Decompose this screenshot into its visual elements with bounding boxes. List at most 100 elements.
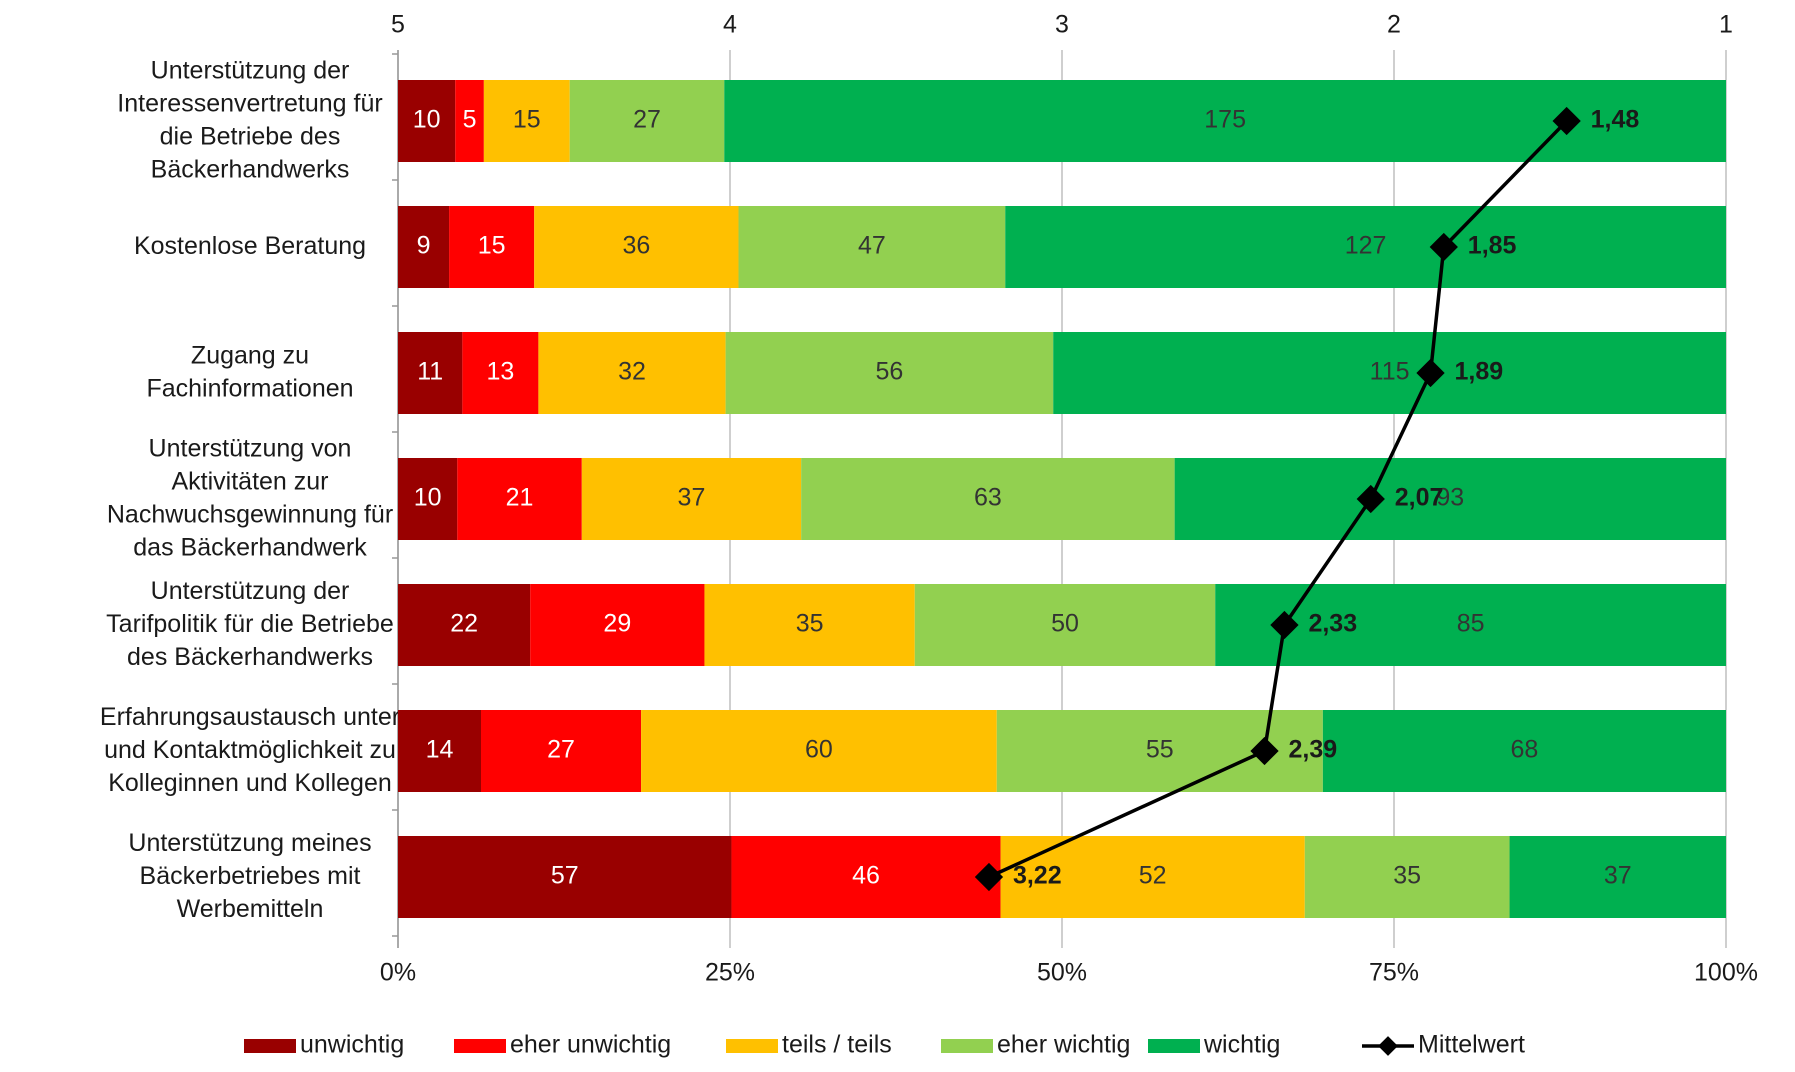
bar-segment bbox=[581, 458, 802, 540]
bar-segment bbox=[801, 458, 1175, 540]
value-label: 15 bbox=[513, 106, 541, 134]
value-label: 37 bbox=[678, 484, 706, 512]
category-label: Zugang zu Fachinformationen bbox=[146, 341, 353, 402]
category-line: Unterstützung meines bbox=[128, 829, 371, 857]
bar-segment bbox=[1174, 458, 1726, 540]
bar-segment bbox=[481, 710, 642, 792]
value-label: 36 bbox=[622, 232, 650, 260]
value-label: 29 bbox=[603, 610, 631, 638]
x-tick-label: 25% bbox=[705, 959, 755, 987]
mean-label: 3,22 bbox=[1013, 862, 1062, 890]
value-label: 11 bbox=[417, 358, 443, 386]
category-line: Bäckerhandwerks bbox=[151, 155, 350, 183]
x2-tick-label: 1 bbox=[1719, 11, 1733, 39]
bar-segment bbox=[530, 584, 705, 666]
category-line: Unterstützung der bbox=[151, 56, 350, 84]
x2-tick-label: 5 bbox=[391, 11, 405, 39]
bar-segment bbox=[398, 206, 450, 288]
mean-label: 2,07 bbox=[1395, 484, 1444, 512]
value-label: 52 bbox=[1139, 862, 1167, 890]
category-line: Fachinformationen bbox=[146, 374, 353, 402]
category-line: die Betriebe des bbox=[160, 122, 341, 150]
value-label: 93 bbox=[1436, 484, 1464, 512]
value-label: 115 bbox=[1370, 358, 1410, 386]
x-tick-label: 100% bbox=[1694, 959, 1758, 987]
category-label: Unterstützung der Interessenvertretung fü… bbox=[117, 56, 382, 183]
category-label: Kostenlose Beratung bbox=[134, 232, 366, 260]
value-label: 10 bbox=[414, 484, 442, 512]
category-line: Nachwuchsgewinnung für bbox=[107, 500, 393, 528]
bar-segment bbox=[534, 206, 739, 288]
category-line: Interessenvertretung für bbox=[117, 89, 382, 117]
legend-label: teils / teils bbox=[782, 1031, 892, 1059]
value-label: 15 bbox=[478, 232, 506, 260]
bar-segment bbox=[398, 710, 481, 792]
bar-segment bbox=[457, 458, 582, 540]
value-label: 14 bbox=[426, 736, 454, 764]
value-label: 68 bbox=[1511, 736, 1539, 764]
value-label: 60 bbox=[805, 736, 833, 764]
bar-segment bbox=[1322, 710, 1726, 792]
x-tick-label: 75% bbox=[1369, 959, 1419, 987]
value-label: 10 bbox=[413, 106, 441, 134]
mean-marker bbox=[1250, 736, 1279, 766]
legend-marker bbox=[1378, 1036, 1398, 1056]
mean-marker bbox=[1270, 610, 1299, 640]
bar-segment bbox=[462, 332, 539, 414]
mean-label: 1,89 bbox=[1455, 358, 1504, 386]
value-label: 63 bbox=[974, 484, 1002, 512]
mean-marker bbox=[1429, 232, 1458, 262]
value-label: 27 bbox=[547, 736, 575, 764]
legend-swatch bbox=[941, 1039, 993, 1053]
category-label: Unterstützung der Tarifpolitik für die Be… bbox=[106, 577, 394, 671]
mean-label: 1,48 bbox=[1591, 106, 1640, 134]
x2-tick-label: 3 bbox=[1055, 11, 1069, 39]
category-label: Erfahrungsaustausch unter und Kontaktmögl… bbox=[100, 703, 400, 797]
value-label: 50 bbox=[1051, 610, 1079, 638]
category-line: Zugang zu bbox=[191, 341, 309, 369]
bar-segment bbox=[398, 458, 458, 540]
category-line: des Bäckerhandwerks bbox=[127, 643, 373, 671]
bar-segment bbox=[704, 584, 915, 666]
value-label: 22 bbox=[450, 610, 478, 638]
legend-swatch bbox=[726, 1039, 778, 1053]
bar-segment bbox=[1053, 332, 1726, 414]
legend-label: unwichtig bbox=[300, 1031, 404, 1059]
bar-segment bbox=[398, 80, 456, 162]
mean-label: 2,33 bbox=[1308, 610, 1357, 638]
bar-segment bbox=[538, 332, 726, 414]
mean-marker bbox=[1552, 106, 1581, 136]
category-line: Unterstützung von bbox=[149, 434, 352, 462]
legend-label: Mittelwert bbox=[1418, 1031, 1525, 1059]
mean-marker bbox=[974, 862, 1004, 892]
category-line: Kolleginnen und Kollegen bbox=[108, 769, 392, 797]
value-label: 32 bbox=[618, 358, 646, 386]
legend-swatch bbox=[244, 1039, 296, 1053]
value-label: 21 bbox=[506, 484, 534, 512]
bar-segment bbox=[725, 332, 1054, 414]
category-line: Kostenlose Beratung bbox=[134, 232, 366, 260]
value-label: 46 bbox=[852, 862, 880, 890]
category-label: Unterstützung meines Bäckerbetriebes mit W… bbox=[128, 829, 371, 923]
bar-segment bbox=[1005, 206, 1726, 288]
x2-tick-label: 4 bbox=[723, 11, 737, 39]
legend-label: eher wichtig bbox=[997, 1031, 1130, 1059]
category-line: Tarifpolitik für die Betriebe bbox=[106, 610, 394, 638]
bar-segment bbox=[1509, 836, 1726, 918]
bar-segment bbox=[398, 836, 732, 918]
value-label: 57 bbox=[551, 862, 579, 890]
value-label: 55 bbox=[1146, 736, 1174, 764]
value-label: 27 bbox=[633, 106, 661, 134]
bar-segment bbox=[398, 332, 463, 414]
x-tick-label: 50% bbox=[1037, 959, 1087, 987]
value-label: 127 bbox=[1345, 232, 1387, 260]
value-label: 85 bbox=[1457, 610, 1485, 638]
value-label: 13 bbox=[486, 358, 514, 386]
mean-marker bbox=[1356, 484, 1385, 514]
value-label: 47 bbox=[858, 232, 886, 260]
category-line: und Kontaktmöglichkeit zu bbox=[104, 736, 396, 764]
bar-segment bbox=[483, 80, 570, 162]
legend-label: wichtig bbox=[1203, 1031, 1280, 1059]
category-line: Unterstützung der bbox=[151, 577, 350, 605]
